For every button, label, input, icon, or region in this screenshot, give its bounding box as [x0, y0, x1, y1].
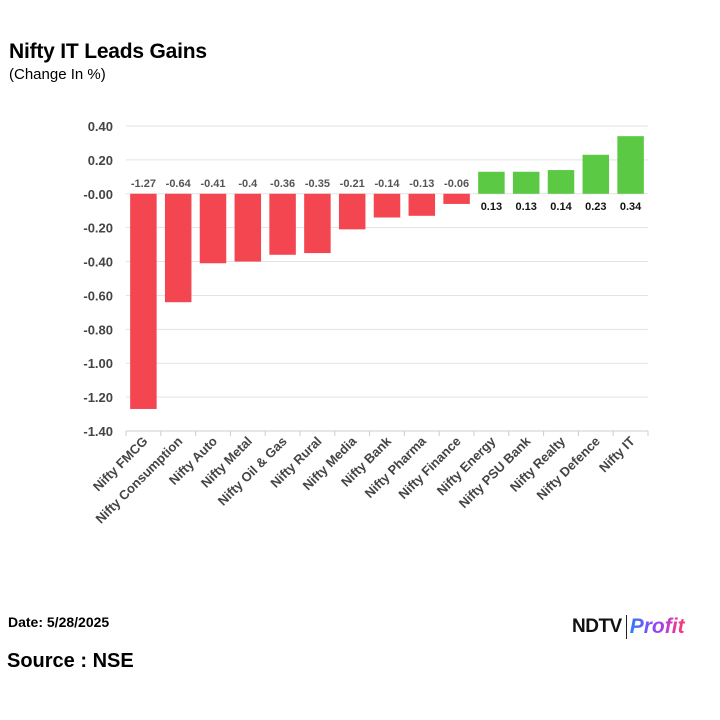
chart-title: Nifty IT Leads Gains [9, 40, 207, 63]
y-tick-label: -0.60 [83, 288, 113, 303]
data-label: 0.23 [585, 201, 606, 213]
y-tick-label: -0.00 [83, 187, 113, 202]
data-label: -0.35 [305, 178, 330, 190]
y-tick-label: -1.40 [83, 424, 113, 439]
bar [338, 193, 366, 230]
bar [582, 154, 610, 194]
bar [443, 193, 470, 204]
bar [617, 136, 644, 194]
data-label: -0.64 [166, 178, 192, 190]
bar [234, 193, 262, 262]
y-tick-label: 0.40 [88, 119, 113, 134]
logo-ndtv-text: NDTV [572, 616, 622, 637]
data-label: 0.14 [550, 201, 572, 213]
bar [164, 193, 192, 303]
bar [373, 193, 401, 218]
date-label: Date: 5/28/2025 [8, 614, 110, 630]
data-label: -0.21 [340, 178, 365, 190]
bar [547, 170, 575, 194]
data-label: -0.13 [409, 178, 434, 190]
bar-chart: 0.40 0.20 -0.00 -0.20 -0.40 -0.60 -0.80 -1.00 -1… [83, 119, 649, 526]
data-label: 0.34 [620, 201, 642, 213]
bar [304, 193, 331, 254]
data-label: 0.13 [481, 201, 502, 213]
bar [512, 171, 540, 194]
y-tick-label: -1.00 [83, 356, 113, 371]
y-tick-label: -0.20 [83, 221, 113, 236]
y-tick-label: -0.40 [83, 255, 113, 270]
ndtv-profit-logo: NDTV Profit [572, 614, 685, 640]
y-tick-label: -0.80 [83, 322, 113, 337]
logo-divider [625, 615, 627, 639]
data-label: -0.36 [270, 178, 295, 190]
bar [269, 193, 296, 255]
bar [478, 171, 505, 194]
bar [199, 193, 227, 264]
chart-subtitle: (Change In %) [9, 66, 106, 83]
data-label: 0.13 [515, 201, 536, 213]
data-label: -0.14 [374, 178, 400, 190]
data-label: -0.41 [200, 178, 225, 190]
data-label: -0.06 [444, 178, 469, 190]
y-tick-label: 0.20 [88, 153, 113, 168]
bar [130, 193, 157, 409]
x-tick-label: Nifty IT [596, 433, 638, 475]
data-label: -0.4 [238, 178, 258, 190]
source-label: Source : NSE [7, 650, 134, 672]
data-label: -1.27 [131, 178, 156, 190]
bar [408, 193, 436, 216]
y-tick-label: -1.20 [83, 390, 113, 405]
logo-profit-text: Profit [629, 615, 685, 638]
